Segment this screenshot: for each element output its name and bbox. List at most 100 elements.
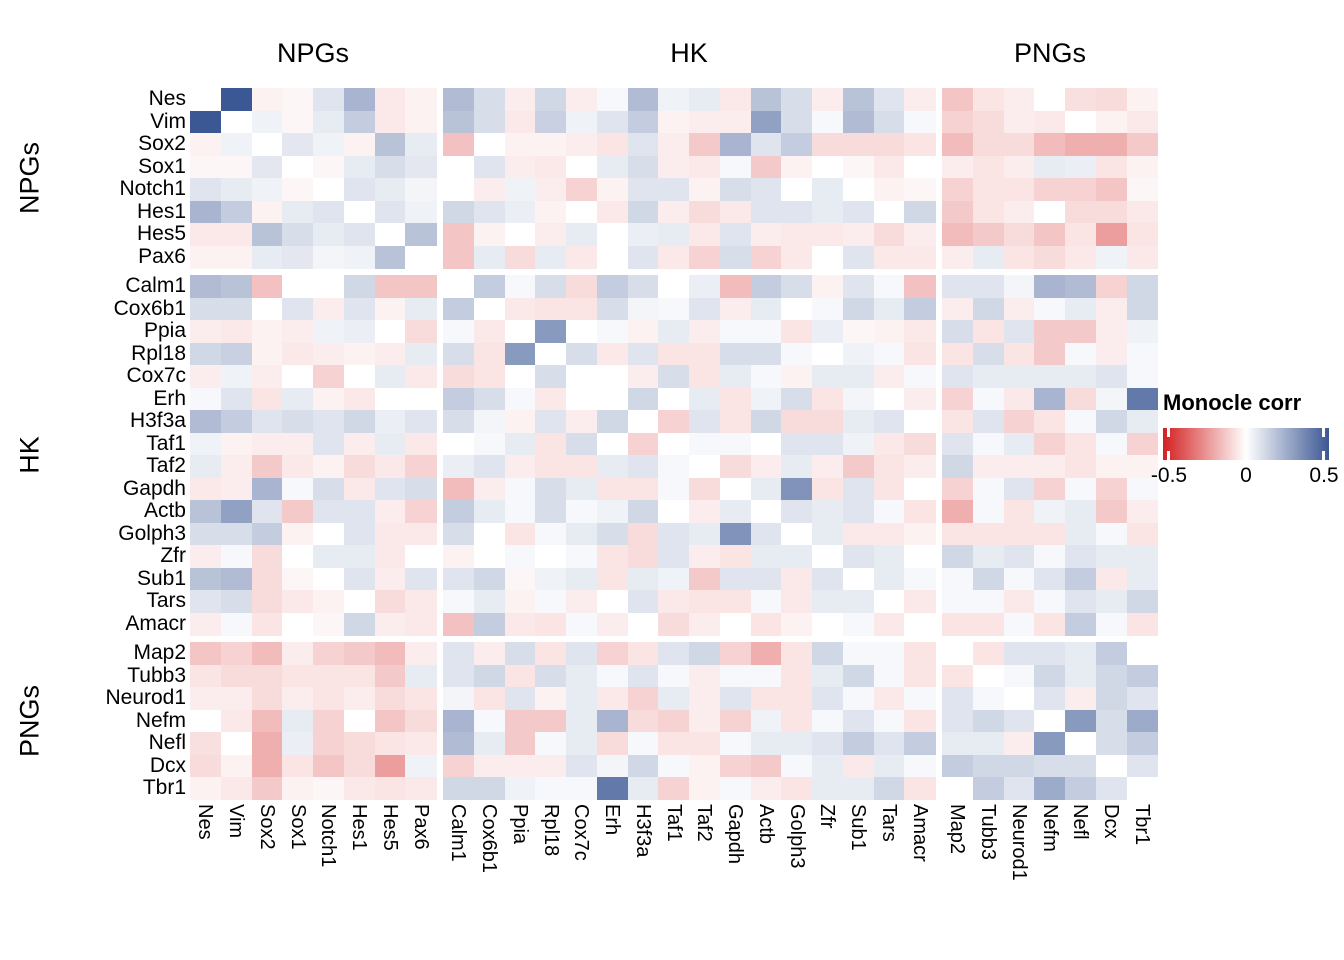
heatmap-cell: [972, 387, 1004, 411]
heatmap-cell: [873, 110, 905, 134]
heatmap-cell: [220, 320, 252, 343]
heatmap-cell: [1003, 545, 1035, 568]
heatmap-cell: [1095, 387, 1127, 411]
heatmap-cell: [313, 387, 345, 411]
heatmap-cell: [220, 687, 252, 710]
heatmap-cell: [504, 223, 536, 246]
heatmap-cell: [190, 223, 222, 246]
heatmap-cell: [313, 754, 345, 778]
heatmap-cell: [1095, 477, 1127, 501]
heatmap-cell: [842, 178, 874, 201]
heatmap-cell: [812, 545, 844, 568]
column-label: Actb: [754, 803, 777, 844]
heatmap-cell: [942, 500, 974, 523]
heatmap-cell: [1065, 365, 1097, 388]
row-label: Hes5: [136, 222, 186, 245]
heatmap-cell: [689, 297, 721, 321]
heatmap-cell: [627, 590, 659, 613]
heatmap-cell: [343, 709, 375, 733]
heatmap-cell: [904, 155, 936, 179]
column-label: Vim: [225, 803, 248, 838]
heatmap-cell: [972, 155, 1004, 179]
heatmap-cell: [374, 590, 406, 613]
heatmap-cell: [1034, 200, 1066, 224]
heatmap-cell: [627, 223, 659, 246]
heatmap-cell: [627, 133, 659, 156]
heatmap-cell: [220, 410, 252, 433]
heatmap-cell: [535, 754, 567, 778]
heatmap-cell: [873, 342, 905, 366]
heatmap-cell: [313, 732, 345, 755]
row-label: Pax6: [138, 244, 186, 268]
heatmap-cell: [1003, 320, 1035, 343]
heatmap-cell: [627, 732, 659, 755]
heatmap-cell: [504, 110, 536, 134]
heatmap-cell: [1095, 455, 1127, 478]
heatmap-cell: [1034, 387, 1066, 411]
heatmap-cell: [781, 590, 813, 613]
heatmap-cell: [374, 567, 406, 591]
heatmap-cell: [1034, 410, 1066, 433]
row-label: Nefl: [148, 731, 186, 754]
heatmap-cell: [282, 777, 314, 800]
heatmap-cell: [1003, 88, 1035, 111]
heatmap-cell: [1095, 200, 1127, 224]
heatmap-cell: [190, 664, 222, 688]
heatmap-cell: [812, 387, 844, 411]
heatmap-cell: [1126, 320, 1158, 343]
heatmap-cell: [904, 455, 936, 478]
row-label: Sox1: [138, 154, 186, 178]
heatmap-cell: [251, 754, 283, 778]
heatmap-cell: [190, 777, 222, 800]
heatmap-cell: [873, 88, 905, 111]
heatmap-cell: [374, 612, 406, 636]
heatmap-cell: [627, 320, 659, 343]
heatmap-cell: [313, 245, 345, 269]
heatmap-cell: [535, 642, 567, 665]
heatmap-cell: [719, 590, 751, 613]
heatmap-cell: [473, 612, 505, 636]
heatmap-cell: [942, 477, 974, 501]
heatmap-cell: [374, 275, 406, 298]
heatmap-cell: [658, 320, 690, 343]
heatmap-cell: [812, 732, 844, 755]
heatmap-cell: [781, 612, 813, 636]
heatmap-cell: [689, 320, 721, 343]
heatmap-cell: [1065, 777, 1097, 800]
heatmap-cell: [343, 110, 375, 134]
column-label: Tars: [877, 803, 900, 842]
heatmap-cell: [374, 709, 406, 733]
heatmap-cell: [313, 110, 345, 134]
heatmap-cell: [842, 754, 874, 778]
row-label: Golph3: [118, 521, 186, 545]
heatmap-cell: [781, 500, 813, 523]
heatmap-cell: [750, 522, 782, 546]
heatmap-cell: [873, 777, 905, 800]
heatmap-cell: [1034, 133, 1066, 156]
heatmap-cell: [1126, 155, 1158, 179]
heatmap-cell: [904, 223, 936, 246]
row-label: Taf2: [146, 454, 186, 477]
column-label: Sox1: [286, 803, 309, 850]
heatmap-cell: [405, 223, 437, 246]
heatmap-cell: [972, 297, 1004, 321]
heatmap-cell: [251, 200, 283, 224]
heatmap-cell: [504, 245, 536, 269]
heatmap-cell: [873, 687, 905, 710]
heatmap-cell: [719, 88, 751, 111]
heatmap-cell: [658, 297, 690, 321]
heatmap-cell: [443, 365, 475, 388]
heatmap-cell: [904, 709, 936, 733]
heatmap-cell: [627, 612, 659, 636]
heatmap-cell: [504, 410, 536, 433]
heatmap-cell: [220, 732, 252, 755]
heatmap-cell: [596, 709, 628, 733]
heatmap-cell: [374, 342, 406, 366]
heatmap-cell: [405, 455, 437, 478]
heatmap-cell: [658, 200, 690, 224]
heatmap-cell: [750, 387, 782, 411]
heatmap-cell: [719, 155, 751, 179]
heatmap-cell: [443, 88, 475, 111]
heatmap-cell: [220, 365, 252, 388]
heatmap-cell: [904, 500, 936, 523]
